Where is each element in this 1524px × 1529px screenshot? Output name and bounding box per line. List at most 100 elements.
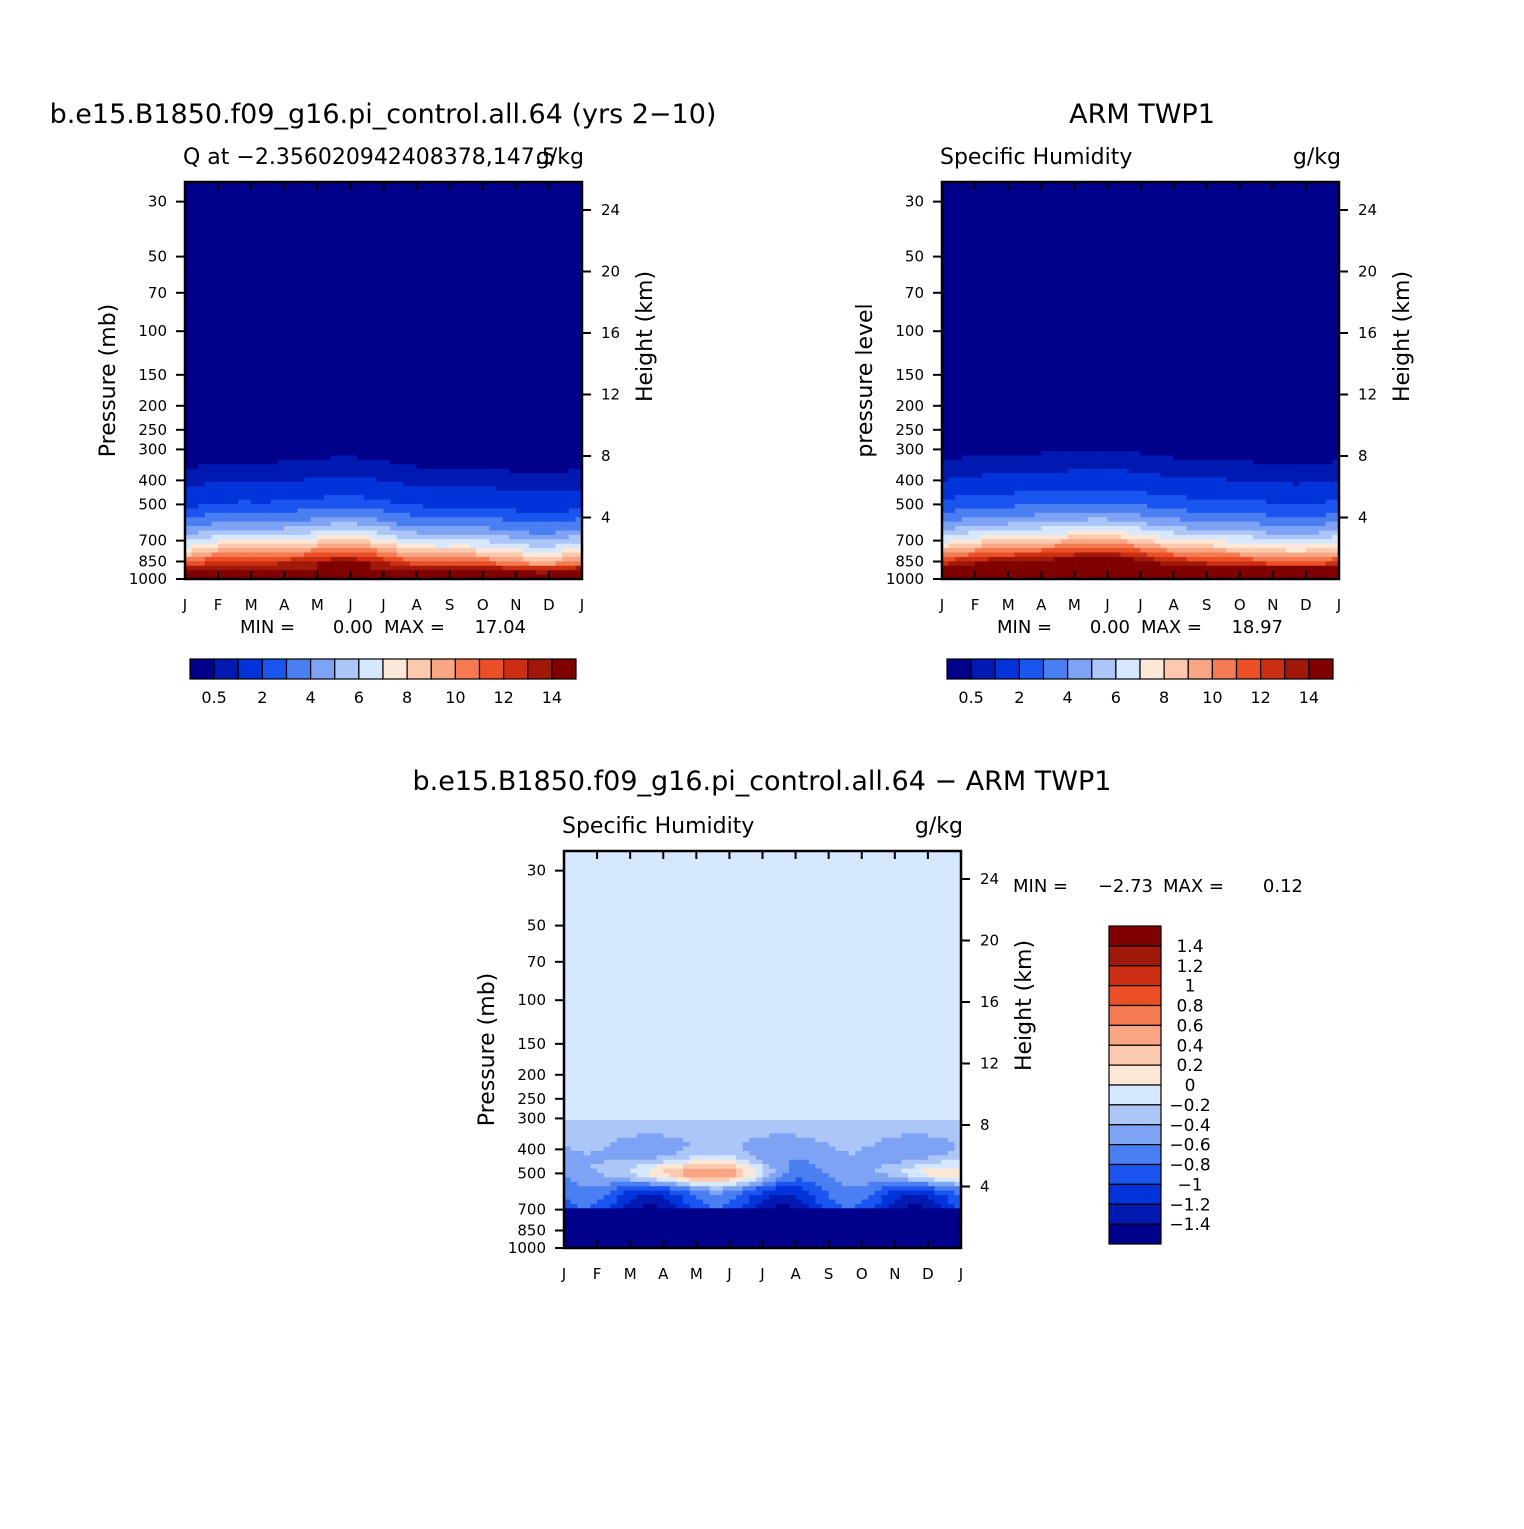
contour-cell bbox=[185, 367, 193, 373]
contour-cell bbox=[522, 354, 530, 360]
contour-cell bbox=[495, 182, 504, 188]
contour-cell bbox=[198, 305, 206, 311]
contour-cell bbox=[396, 345, 404, 351]
contour-cell bbox=[198, 389, 206, 395]
contour-cell bbox=[495, 265, 504, 271]
contour-cell bbox=[363, 336, 371, 342]
contour-cell bbox=[251, 517, 259, 523]
contour-cell bbox=[542, 411, 550, 417]
contour-cell bbox=[277, 336, 285, 342]
contour-cell bbox=[469, 534, 477, 540]
contour-cell bbox=[502, 420, 510, 426]
contour-cell bbox=[482, 305, 490, 311]
contour-cell bbox=[211, 199, 219, 205]
contour-cell bbox=[290, 508, 299, 514]
contour-cell bbox=[376, 398, 385, 404]
contour-cell bbox=[436, 508, 444, 514]
contour-cell bbox=[297, 234, 305, 240]
contour-cell bbox=[522, 252, 530, 258]
contour-cell bbox=[204, 371, 213, 377]
contour-cell bbox=[515, 318, 524, 324]
contour-cell bbox=[224, 182, 232, 188]
contour-cell bbox=[409, 336, 418, 342]
contour-cell bbox=[409, 256, 418, 262]
contour-cell bbox=[198, 327, 206, 333]
contour-cell bbox=[231, 331, 239, 337]
contour-cell bbox=[436, 384, 444, 390]
contour-cell bbox=[277, 349, 285, 355]
contour-cell bbox=[568, 186, 576, 192]
contour-cell bbox=[363, 495, 371, 501]
contour-cell bbox=[198, 455, 206, 461]
contour-cell bbox=[257, 517, 265, 523]
contour-cell bbox=[304, 376, 312, 382]
contour-cell bbox=[237, 433, 246, 439]
contour-cell bbox=[469, 340, 477, 346]
contour-cell bbox=[251, 296, 259, 302]
contour-cell bbox=[548, 495, 557, 501]
contour-cell bbox=[548, 499, 557, 505]
contour-cell bbox=[456, 420, 464, 426]
contour-cell bbox=[443, 442, 451, 448]
contour-cell bbox=[542, 239, 550, 245]
contour-cell bbox=[304, 208, 312, 214]
contour-cell bbox=[462, 539, 471, 545]
contour-cell bbox=[456, 296, 464, 302]
contour-cell bbox=[323, 327, 332, 333]
contour-cell bbox=[185, 376, 193, 382]
contour-cell bbox=[204, 402, 213, 408]
contour-cell bbox=[257, 239, 265, 245]
contour-cell bbox=[416, 406, 424, 412]
contour-cell bbox=[231, 393, 239, 399]
contour-cell bbox=[502, 411, 510, 417]
contour-cell bbox=[383, 256, 391, 262]
contour-cell bbox=[462, 190, 471, 196]
contour-cell bbox=[198, 270, 206, 276]
contour-cell bbox=[317, 323, 325, 329]
contour-cell bbox=[237, 239, 246, 245]
contour-cell bbox=[244, 226, 252, 232]
contour-cell bbox=[575, 517, 583, 523]
contour-cell bbox=[343, 283, 352, 289]
contour-cell bbox=[555, 234, 563, 240]
contour-cell bbox=[529, 411, 537, 417]
contour-cell bbox=[575, 314, 583, 320]
contour-cell bbox=[231, 314, 239, 320]
contour-cell bbox=[284, 318, 292, 324]
contour-cell bbox=[198, 548, 206, 554]
contour-cell bbox=[310, 354, 318, 360]
contour-cell bbox=[423, 204, 431, 210]
contour-cell bbox=[495, 212, 504, 218]
contour-cell bbox=[343, 420, 352, 426]
contour-cell bbox=[357, 512, 365, 518]
contour-cell bbox=[224, 349, 232, 355]
contour-cell bbox=[390, 314, 398, 320]
contour-cell bbox=[383, 270, 391, 276]
contour-cell bbox=[436, 398, 444, 404]
contour-cell bbox=[343, 358, 352, 364]
contour-cell bbox=[337, 305, 345, 311]
contour-cell bbox=[244, 190, 252, 196]
contour-cell bbox=[416, 314, 424, 320]
contour-cell bbox=[495, 345, 504, 351]
contour-cell bbox=[469, 437, 477, 443]
contour-cell bbox=[409, 543, 418, 549]
contour-cell bbox=[284, 539, 292, 545]
contour-cell bbox=[310, 481, 318, 487]
contour-cell bbox=[456, 327, 464, 333]
contour-cell bbox=[370, 437, 378, 443]
contour-cell bbox=[409, 451, 418, 457]
contour-cell bbox=[449, 393, 457, 399]
contour-cell bbox=[409, 486, 418, 492]
contour-cell bbox=[462, 367, 471, 373]
contour-cell bbox=[231, 455, 239, 461]
contour-cell bbox=[224, 331, 232, 337]
contour-cell bbox=[211, 539, 219, 545]
contour-cell bbox=[330, 182, 338, 188]
contour-cell bbox=[509, 243, 517, 249]
contour-cell bbox=[224, 274, 232, 280]
contour-cell bbox=[489, 261, 497, 267]
contour-cell bbox=[383, 274, 391, 280]
contour-cell bbox=[476, 371, 484, 377]
contour-cell bbox=[396, 446, 404, 452]
